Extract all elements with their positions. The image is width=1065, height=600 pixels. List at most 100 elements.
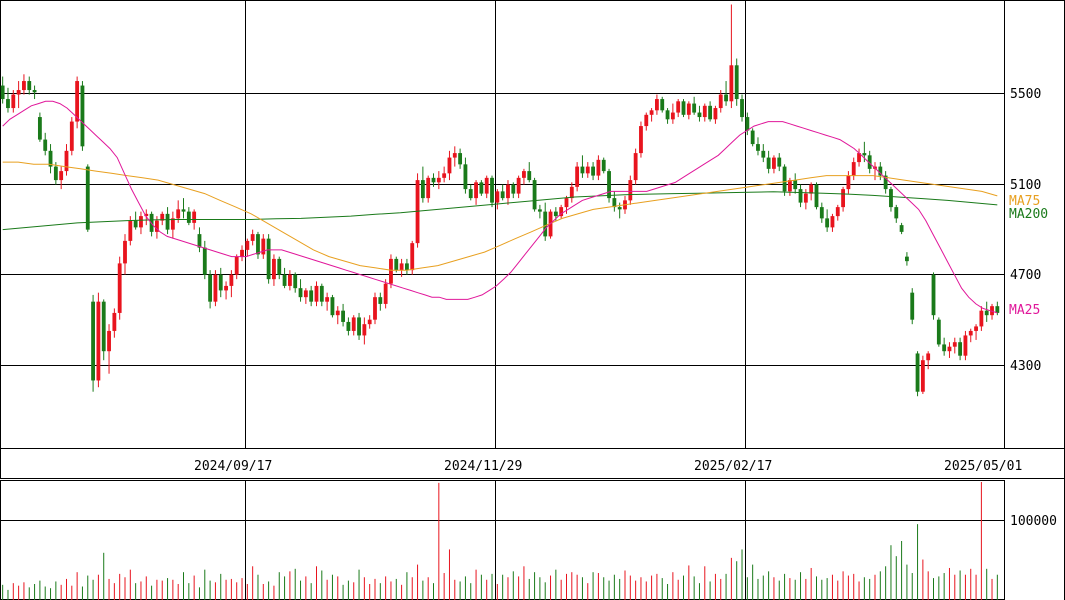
candle-body	[585, 166, 590, 174]
candle-body	[59, 171, 64, 181]
candle-body	[144, 213, 149, 217]
ma75-line	[2, 161, 998, 271]
candle-body	[500, 191, 505, 199]
candle-body	[160, 213, 165, 221]
candle-body	[192, 211, 197, 223]
candle-body	[394, 258, 399, 271]
candle-body	[878, 166, 883, 176]
ma25-line	[2, 100, 998, 314]
candle-body	[123, 240, 127, 264]
candle-body	[676, 101, 681, 113]
candle-body	[931, 274, 936, 316]
candle-body	[426, 177, 431, 199]
candle-body	[543, 211, 548, 237]
candle-body	[649, 110, 654, 115]
candle-body	[181, 209, 186, 212]
candle-body	[213, 274, 218, 302]
candle-body	[814, 184, 819, 208]
candle-body	[692, 103, 697, 113]
candle-body	[373, 297, 377, 320]
candle-body	[357, 317, 361, 336]
candle-body	[378, 297, 383, 304]
candle-body	[995, 306, 1000, 313]
candle-body	[617, 207, 622, 210]
candle-body	[883, 175, 888, 190]
candle-body	[346, 321, 351, 331]
candle-body	[287, 274, 292, 286]
candle-body	[841, 189, 845, 208]
candle-body	[522, 171, 526, 178]
candle-body	[846, 175, 851, 190]
candle-body	[367, 319, 372, 325]
candle-body	[298, 288, 303, 298]
candle-body	[117, 263, 122, 313]
candle-body	[708, 105, 713, 120]
candle-body	[468, 189, 473, 199]
candle-body	[772, 157, 776, 169]
candle-body	[186, 211, 191, 223]
candle-body	[729, 65, 734, 102]
candle-body	[830, 216, 835, 228]
candle-body	[420, 180, 425, 199]
x-tick-2025-05-01: 2025/05/01	[944, 459, 1022, 474]
candle-body	[240, 249, 244, 257]
volume-panel	[0, 480, 1005, 600]
candle-body	[803, 193, 808, 203]
price-panel	[0, 0, 1005, 449]
candle-body	[862, 153, 867, 156]
candle-body	[202, 247, 207, 275]
candle-body	[777, 157, 782, 167]
candle-body	[282, 274, 287, 286]
candle-body	[208, 274, 213, 302]
candle-body	[660, 99, 665, 111]
candle-body	[819, 207, 824, 219]
candle-body	[399, 263, 404, 271]
candle-body	[314, 285, 319, 302]
candle-body	[176, 209, 181, 219]
candle-body	[761, 150, 766, 158]
candle-body	[474, 182, 478, 199]
candle-body	[229, 274, 234, 286]
candle-body	[889, 189, 893, 208]
candle-body	[11, 94, 16, 109]
candle-body	[910, 292, 915, 320]
candle-body	[447, 157, 452, 174]
candle-body	[479, 182, 484, 194]
candle-body	[341, 310, 345, 322]
candle-body	[37, 117, 42, 140]
candle-body	[702, 105, 707, 118]
ma25-label: MA25	[1009, 303, 1040, 318]
candle-body	[798, 189, 803, 203]
candle-body	[596, 159, 601, 176]
candle-body	[155, 220, 159, 232]
candle-body	[724, 94, 728, 102]
candle-body	[756, 144, 760, 151]
ma75-label: MA75	[1009, 194, 1040, 209]
candle-body	[133, 220, 138, 228]
candle-body	[670, 112, 675, 120]
candle-body	[112, 312, 117, 331]
candle-body	[952, 342, 957, 347]
y-tick-5100: 5100	[1010, 178, 1041, 193]
candle-body	[968, 330, 973, 336]
candle-body	[745, 117, 750, 131]
candle-body	[867, 155, 872, 169]
candle-body	[665, 110, 670, 120]
candle-body	[963, 335, 968, 356]
candle-body	[782, 166, 787, 192]
candle-body	[681, 101, 686, 115]
candle-body	[405, 263, 409, 271]
candle-body	[43, 139, 48, 151]
candle-body	[0, 85, 5, 100]
x-tick-2025-02-17: 2025/02/17	[694, 459, 772, 474]
candle-body	[128, 220, 133, 241]
candle-body	[537, 209, 542, 212]
candle-body	[506, 184, 510, 199]
candle-body	[224, 285, 228, 291]
candle-body	[511, 184, 516, 194]
candle-body	[383, 283, 388, 304]
candle-body	[936, 319, 941, 345]
candle-body	[979, 310, 984, 327]
candle-body	[27, 81, 32, 91]
candle-body	[234, 256, 239, 275]
